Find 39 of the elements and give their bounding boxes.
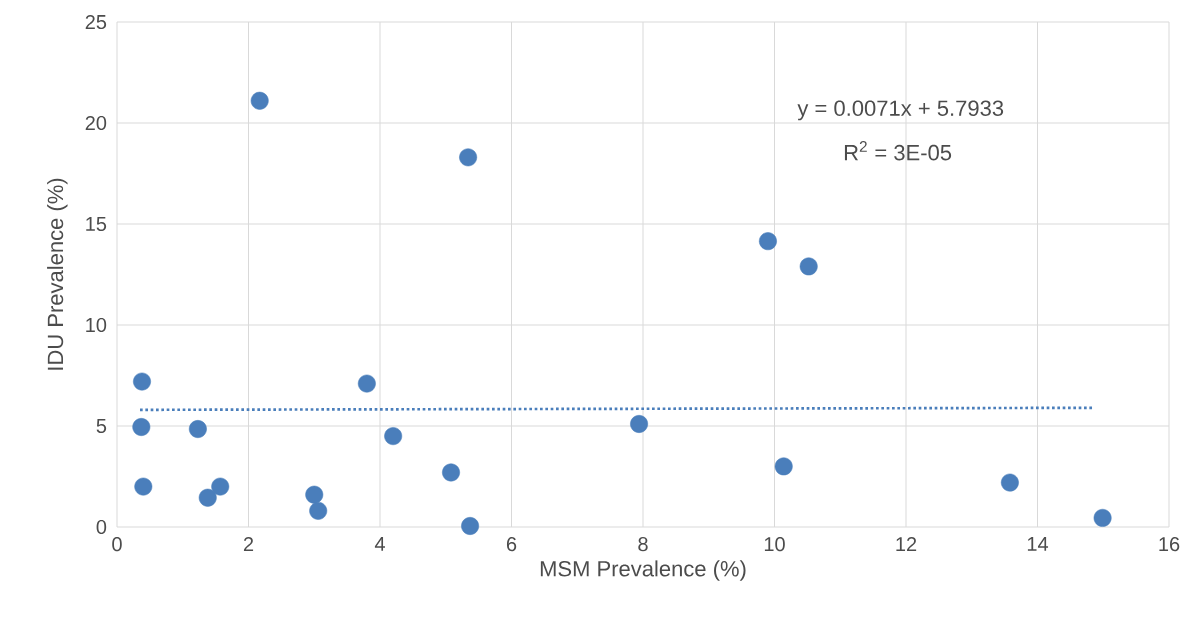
point	[774, 457, 793, 476]
point	[1000, 473, 1019, 492]
point	[630, 415, 648, 433]
point	[384, 427, 403, 446]
x-tick-label: 8	[638, 537, 648, 552]
x-tick-label: 16	[1159, 537, 1180, 552]
point	[305, 485, 324, 504]
point	[198, 488, 217, 507]
y-tick-label: 15	[86, 217, 107, 231]
y-tick-label: 0	[96, 519, 107, 535]
point	[442, 463, 460, 482]
x-tick-label: 0	[112, 537, 122, 552]
x-tick-label: 4	[374, 537, 385, 551]
point	[357, 374, 376, 393]
y-tick-label: 25	[85, 14, 107, 30]
point	[461, 517, 480, 535]
point	[188, 420, 207, 438]
x-tick-label: 14	[1027, 537, 1049, 551]
point	[211, 477, 230, 496]
annotation: R$^{2}$ = 3E-05	[844, 141, 952, 161]
point	[459, 148, 478, 167]
point	[132, 418, 151, 436]
point	[250, 91, 269, 110]
y-tick-label: 5	[96, 419, 107, 433]
point	[799, 257, 818, 276]
x-tick-label: 2	[243, 537, 254, 552]
x-tick-label: 10	[764, 537, 785, 552]
x-tick-label: 6	[506, 537, 517, 552]
x-axis-title: MSM Prevalence (%)	[540, 560, 746, 581]
point	[134, 477, 153, 496]
point	[1093, 508, 1112, 527]
y-axis-title: IDU Prevalence (%)	[47, 178, 68, 370]
point	[309, 501, 328, 520]
annotation: y = 0.0071x + 5.7933	[797, 100, 1004, 121]
point	[133, 372, 151, 391]
point	[758, 232, 777, 251]
y-tick-label: 10	[86, 317, 107, 333]
x-tick-label: 12	[896, 537, 917, 552]
y-tick-label: 20	[85, 115, 107, 131]
